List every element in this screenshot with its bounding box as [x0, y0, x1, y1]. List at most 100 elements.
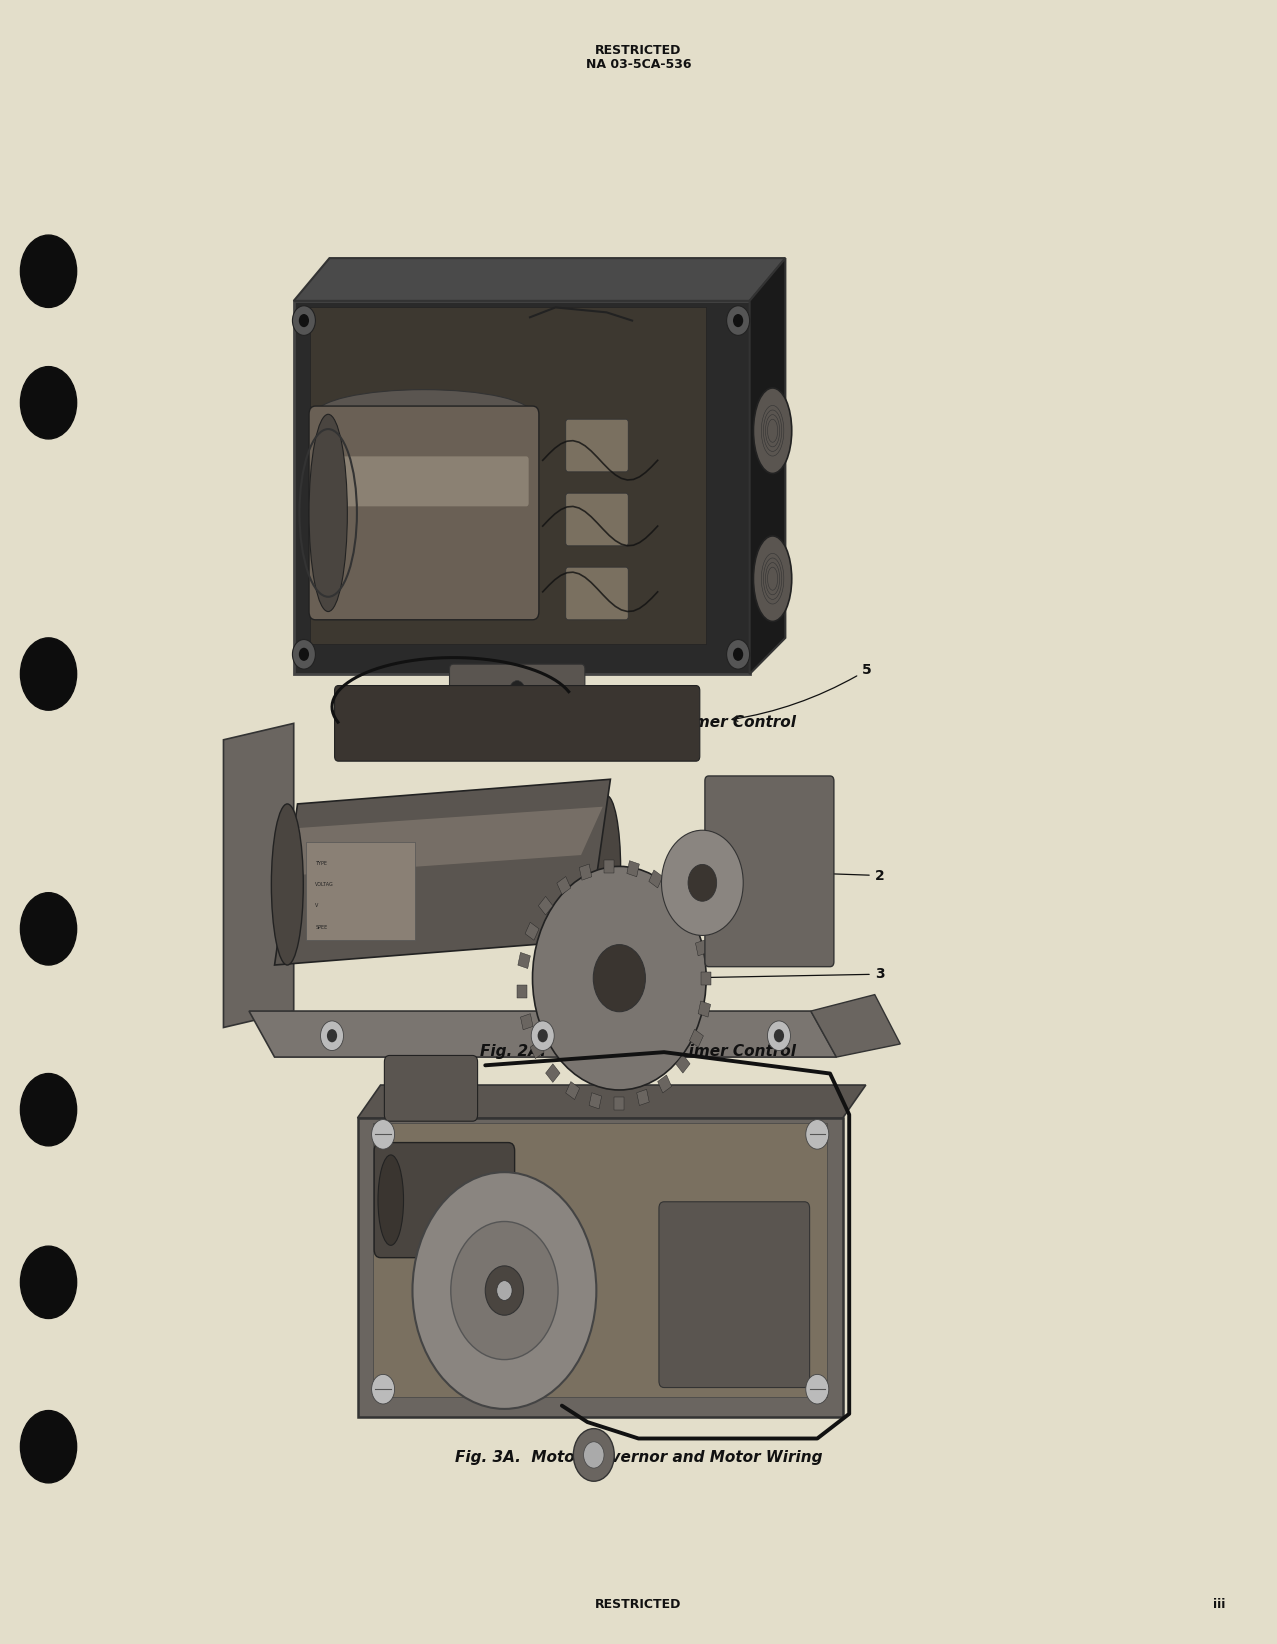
FancyBboxPatch shape — [450, 664, 585, 715]
Text: RESTRICTED: RESTRICTED — [595, 1598, 682, 1611]
Bar — [614, 1097, 624, 1110]
Bar — [649, 870, 663, 888]
Polygon shape — [811, 995, 900, 1057]
Circle shape — [20, 367, 77, 439]
Circle shape — [321, 1021, 344, 1051]
Circle shape — [510, 681, 525, 700]
FancyBboxPatch shape — [319, 457, 529, 506]
Bar — [604, 860, 614, 873]
Bar — [545, 1064, 561, 1082]
Bar — [627, 861, 640, 876]
Ellipse shape — [309, 414, 347, 612]
Circle shape — [20, 638, 77, 710]
Circle shape — [20, 1246, 77, 1318]
Circle shape — [292, 640, 315, 669]
Text: V: V — [315, 903, 319, 909]
Text: 3: 3 — [674, 967, 885, 981]
Circle shape — [20, 1074, 77, 1146]
Ellipse shape — [753, 536, 792, 621]
FancyBboxPatch shape — [294, 301, 750, 674]
Circle shape — [538, 1029, 548, 1042]
Circle shape — [733, 314, 743, 327]
Circle shape — [806, 1374, 829, 1404]
Circle shape — [299, 314, 309, 327]
FancyBboxPatch shape — [566, 567, 628, 620]
Bar — [580, 865, 591, 880]
Circle shape — [733, 648, 743, 661]
Polygon shape — [249, 1011, 836, 1057]
Polygon shape — [358, 1085, 866, 1118]
Circle shape — [372, 1374, 395, 1404]
Text: iii: iii — [1213, 1598, 1226, 1611]
FancyBboxPatch shape — [566, 493, 628, 546]
Bar — [525, 922, 539, 940]
FancyBboxPatch shape — [384, 1055, 478, 1121]
Bar — [557, 876, 571, 894]
Circle shape — [573, 1429, 614, 1481]
Text: NA 03-5CA-536: NA 03-5CA-536 — [586, 59, 691, 71]
Bar — [530, 1041, 544, 1059]
Circle shape — [661, 830, 743, 935]
Bar — [539, 896, 553, 916]
Circle shape — [727, 640, 750, 669]
FancyBboxPatch shape — [335, 686, 700, 761]
Ellipse shape — [753, 388, 792, 473]
Text: VOLTAG: VOLTAG — [315, 881, 335, 888]
Polygon shape — [223, 723, 294, 1028]
Circle shape — [20, 1411, 77, 1483]
Polygon shape — [294, 258, 785, 301]
Bar — [690, 1029, 704, 1047]
Bar — [517, 985, 527, 998]
Ellipse shape — [378, 1154, 404, 1246]
Circle shape — [485, 1266, 524, 1315]
Text: SPEE: SPEE — [315, 924, 328, 931]
Circle shape — [451, 1221, 558, 1360]
Bar — [676, 1054, 690, 1074]
FancyBboxPatch shape — [374, 1143, 515, 1258]
Circle shape — [412, 1172, 596, 1409]
Bar — [684, 911, 699, 929]
Circle shape — [20, 893, 77, 965]
Text: TYPE: TYPE — [315, 860, 327, 866]
FancyBboxPatch shape — [306, 842, 415, 940]
FancyBboxPatch shape — [659, 1202, 810, 1388]
Circle shape — [584, 1442, 604, 1468]
Bar — [518, 952, 530, 968]
Circle shape — [327, 1029, 337, 1042]
Text: Fig. 3A.  Motor Governor and Motor Wiring: Fig. 3A. Motor Governor and Motor Wiring — [455, 1450, 822, 1465]
Circle shape — [20, 235, 77, 307]
Circle shape — [727, 306, 750, 335]
Text: 5: 5 — [732, 663, 872, 722]
Circle shape — [806, 1120, 829, 1149]
FancyBboxPatch shape — [566, 419, 628, 472]
Circle shape — [497, 1281, 512, 1300]
Bar — [699, 1001, 710, 1018]
Bar — [589, 1093, 601, 1108]
Bar — [637, 1090, 649, 1105]
Ellipse shape — [272, 804, 303, 965]
Ellipse shape — [315, 390, 533, 439]
FancyBboxPatch shape — [705, 776, 834, 967]
FancyBboxPatch shape — [358, 1118, 843, 1417]
Polygon shape — [277, 807, 603, 876]
Bar — [701, 972, 711, 985]
Circle shape — [594, 945, 645, 1011]
Circle shape — [767, 1021, 790, 1051]
Text: Fig. 2A.  HY 53 Starter Timer Control: Fig. 2A. HY 53 Starter Timer Control — [480, 1044, 797, 1059]
FancyBboxPatch shape — [373, 1123, 827, 1397]
Circle shape — [688, 865, 716, 901]
Circle shape — [533, 866, 706, 1090]
Bar — [521, 1014, 533, 1029]
Polygon shape — [275, 779, 610, 965]
Circle shape — [531, 1021, 554, 1051]
Circle shape — [292, 306, 315, 335]
Text: 2: 2 — [764, 868, 885, 883]
Circle shape — [299, 648, 309, 661]
FancyBboxPatch shape — [309, 406, 539, 620]
Bar — [668, 888, 683, 906]
Text: RESTRICTED: RESTRICTED — [595, 44, 682, 56]
Circle shape — [372, 1120, 395, 1149]
Bar — [566, 1082, 580, 1100]
Bar — [696, 940, 707, 955]
Circle shape — [774, 1029, 784, 1042]
